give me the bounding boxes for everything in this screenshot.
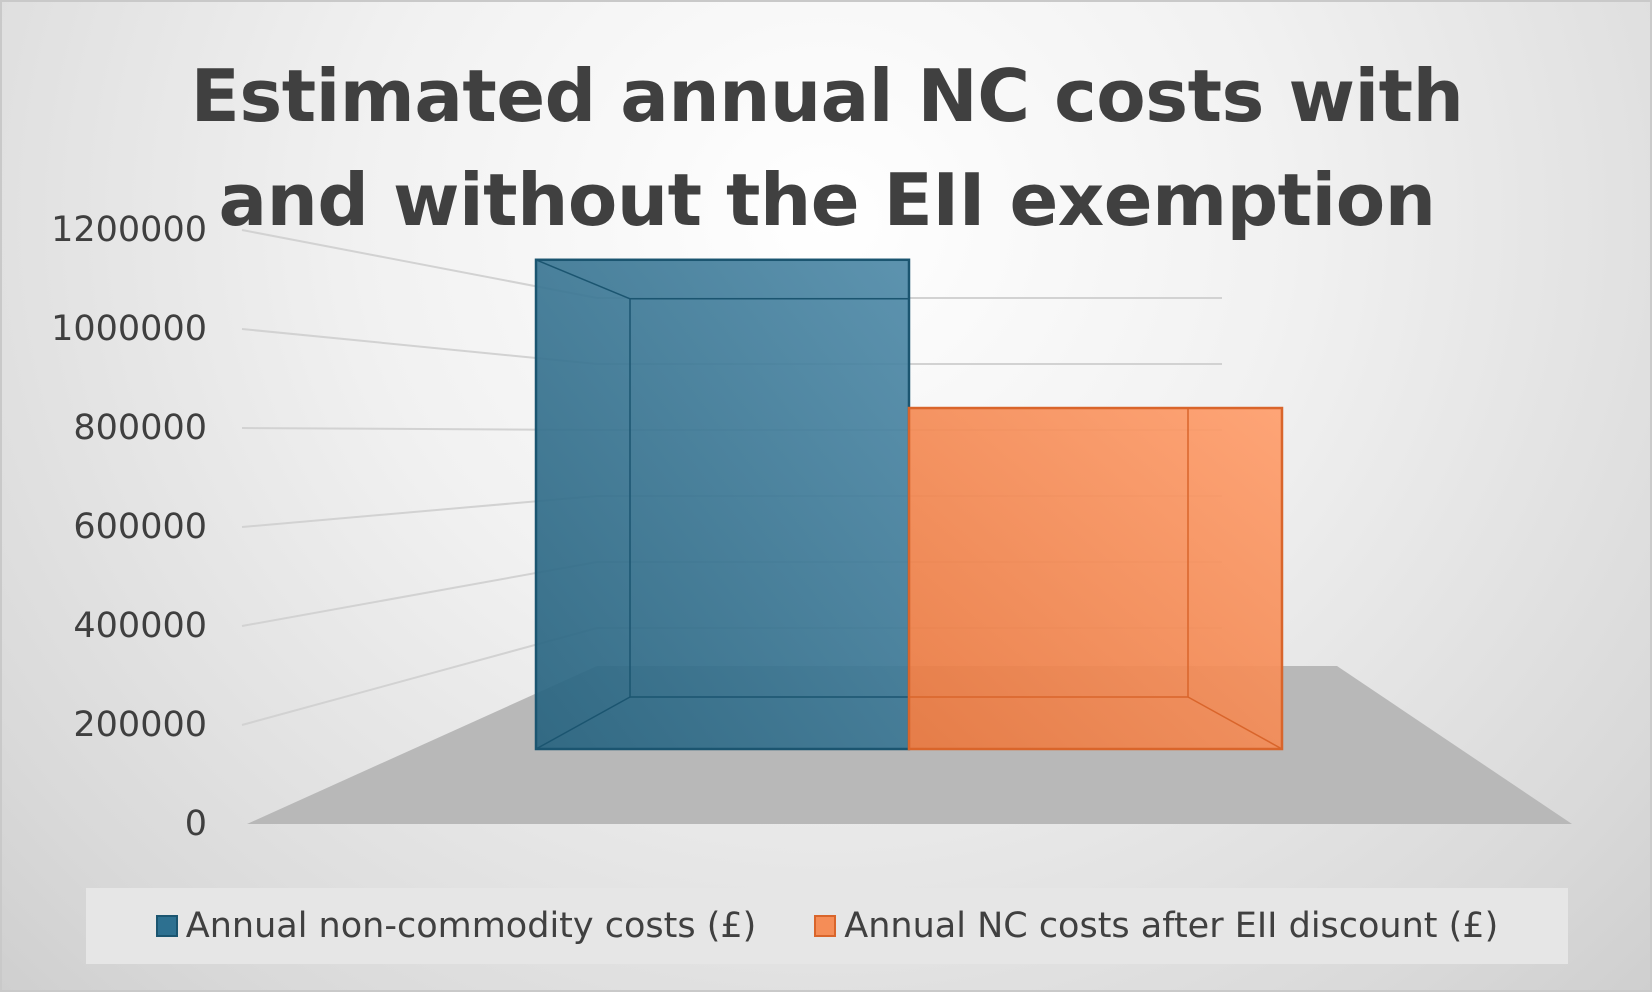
legend-item-series-2: Annual NC costs after EII discount (£)	[814, 906, 1498, 946]
chart-title: Estimated annual NC costs with and witho…	[190, 54, 1464, 242]
legend-swatch-series-1	[155, 915, 178, 937]
y-tick-label-4: 800000	[73, 408, 207, 448]
y-tick-label-6: 1200000	[51, 210, 207, 250]
y-tick-label-0: 0	[185, 804, 207, 844]
y-tick-label-1: 200000	[73, 705, 207, 745]
legend: Annual non-commodity costs (£) Annual NC…	[86, 888, 1568, 964]
bar-series-2	[907, 406, 1284, 751]
legend-item-series-1: Annual non-commodity costs (£)	[155, 906, 757, 946]
y-tick-label-3: 600000	[73, 507, 207, 547]
y-tick-label-2: 400000	[73, 606, 207, 646]
bar-series-1	[534, 258, 911, 751]
legend-label-series-2: Annual NC costs after EII discount (£)	[844, 906, 1499, 946]
legend-swatch-series-2	[814, 915, 837, 937]
legend-label-series-1: Annual non-commodity costs (£)	[185, 906, 757, 946]
y-tick-label-5: 1000000	[51, 309, 207, 349]
